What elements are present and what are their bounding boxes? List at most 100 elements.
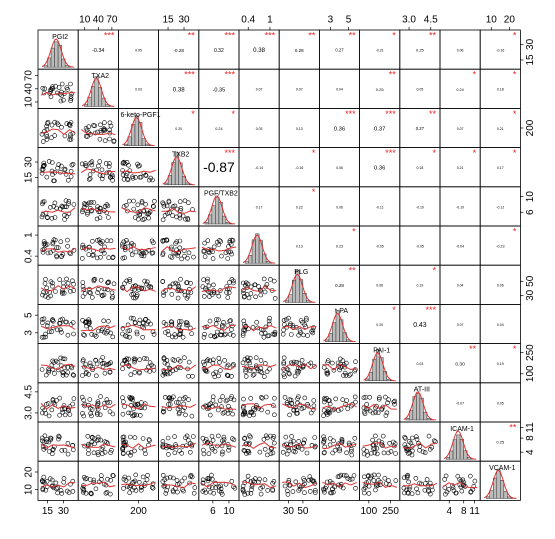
scatter-point — [47, 330, 51, 334]
scatter-point — [212, 245, 216, 249]
scatter-point — [146, 473, 150, 477]
scatter-point — [273, 296, 277, 300]
significance-stars: ** — [308, 30, 316, 40]
scatter-point — [297, 439, 301, 443]
panel — [159, 265, 199, 304]
scatter-point — [100, 168, 104, 172]
correlation-value: 0.36 — [374, 166, 385, 172]
correlation-value: 0.28 — [295, 48, 304, 53]
x-tick-label: 10 — [486, 15, 498, 26]
scatter-point — [206, 277, 210, 281]
histogram-bar — [332, 322, 336, 341]
scatter-point — [65, 238, 69, 242]
scatter-point — [289, 333, 293, 337]
histogram-bar — [490, 491, 494, 499]
scatter-point — [385, 411, 389, 415]
scatter-point — [88, 398, 92, 402]
scatter-point — [112, 282, 116, 286]
histogram-bar — [325, 340, 329, 342]
scatter-point — [187, 374, 191, 378]
scatter-point — [108, 410, 112, 414]
significance-stars: * — [352, 226, 356, 236]
scatter-point — [313, 436, 317, 440]
scatter-point — [180, 257, 184, 261]
scatter-point — [334, 397, 338, 401]
scatter-point — [185, 256, 189, 260]
panel — [279, 422, 319, 461]
scatter-point — [53, 134, 57, 138]
scatter-point — [225, 398, 229, 402]
scatter-point — [211, 399, 215, 403]
scatter-point — [427, 434, 431, 438]
scatter-point — [410, 449, 414, 453]
y-tick-label: 15 — [525, 54, 536, 66]
correlation-value: -0.10 — [456, 205, 464, 209]
scatter-point — [375, 452, 379, 456]
x-tick-label: 10 — [223, 506, 235, 517]
histogram-bar — [457, 435, 461, 459]
x-tick-label: 5 — [346, 15, 352, 26]
correlation-value: -0.28 — [174, 48, 185, 53]
scatter-point — [141, 335, 145, 339]
scatter-point — [83, 333, 87, 337]
scatter-point — [407, 480, 411, 484]
scatter-point — [201, 360, 205, 364]
scatter-point — [291, 490, 295, 494]
scatter-point — [178, 397, 182, 401]
scatter-point — [443, 477, 447, 481]
histogram-bar — [427, 419, 431, 420]
scatter-point — [152, 199, 156, 203]
scatter-point — [45, 175, 49, 179]
scatter-point — [88, 173, 92, 177]
panel — [279, 344, 319, 383]
scatter-point — [129, 450, 133, 454]
scatter-point — [305, 451, 309, 455]
scatter-point — [163, 395, 167, 399]
correlation-value: -0.34 — [92, 48, 104, 54]
scatter-point — [98, 413, 102, 417]
scatter-point — [105, 401, 109, 405]
histogram-bar — [55, 42, 59, 67]
correlation-value: 0.27 — [335, 48, 344, 53]
scatter-point — [207, 452, 211, 456]
correlation-value: 0.21 — [457, 166, 464, 170]
scatter-point — [281, 450, 285, 454]
histogram-bar — [299, 280, 303, 303]
scatter-point — [301, 333, 305, 337]
y-tick-label: 10 — [24, 484, 35, 496]
scatter-point — [56, 491, 60, 495]
histogram-bar — [259, 241, 263, 264]
scatter-point — [341, 398, 345, 402]
scatter-point — [44, 373, 48, 377]
scatter-point — [346, 407, 350, 411]
scatter-point — [60, 408, 64, 412]
significance-stars: * — [513, 226, 517, 236]
scatter-point — [215, 330, 219, 334]
panel — [279, 461, 319, 500]
scatter-point — [146, 320, 150, 324]
histogram-bar — [95, 77, 99, 107]
scatter-point — [72, 203, 76, 207]
scatter-point — [217, 294, 221, 298]
scatter-point — [249, 396, 253, 400]
histogram-bar — [84, 105, 88, 107]
scatter-point — [254, 295, 258, 299]
x-tick-label: 15 — [162, 15, 174, 26]
y-tick-label: 70 — [24, 70, 35, 82]
y-tick-label: 50 — [525, 275, 536, 287]
scatter-point — [288, 413, 292, 417]
histogram-bar — [165, 183, 169, 185]
scatter-point — [66, 441, 70, 445]
scatter-point — [87, 177, 91, 181]
scatter-point — [192, 255, 196, 259]
variable-name: PGF/TXB2 — [204, 191, 238, 198]
scatter-point — [50, 452, 54, 456]
scatter-point — [110, 296, 114, 300]
scatter-point — [282, 356, 286, 360]
correlation-value: 0.25 — [416, 48, 425, 53]
correlation-value: -0.10 — [416, 205, 424, 209]
correlation-value: 0.17 — [256, 205, 263, 209]
scatter-point — [394, 452, 398, 456]
correlation-value: 0.04 — [336, 88, 343, 92]
correlation-value: 0.04 — [497, 323, 504, 327]
